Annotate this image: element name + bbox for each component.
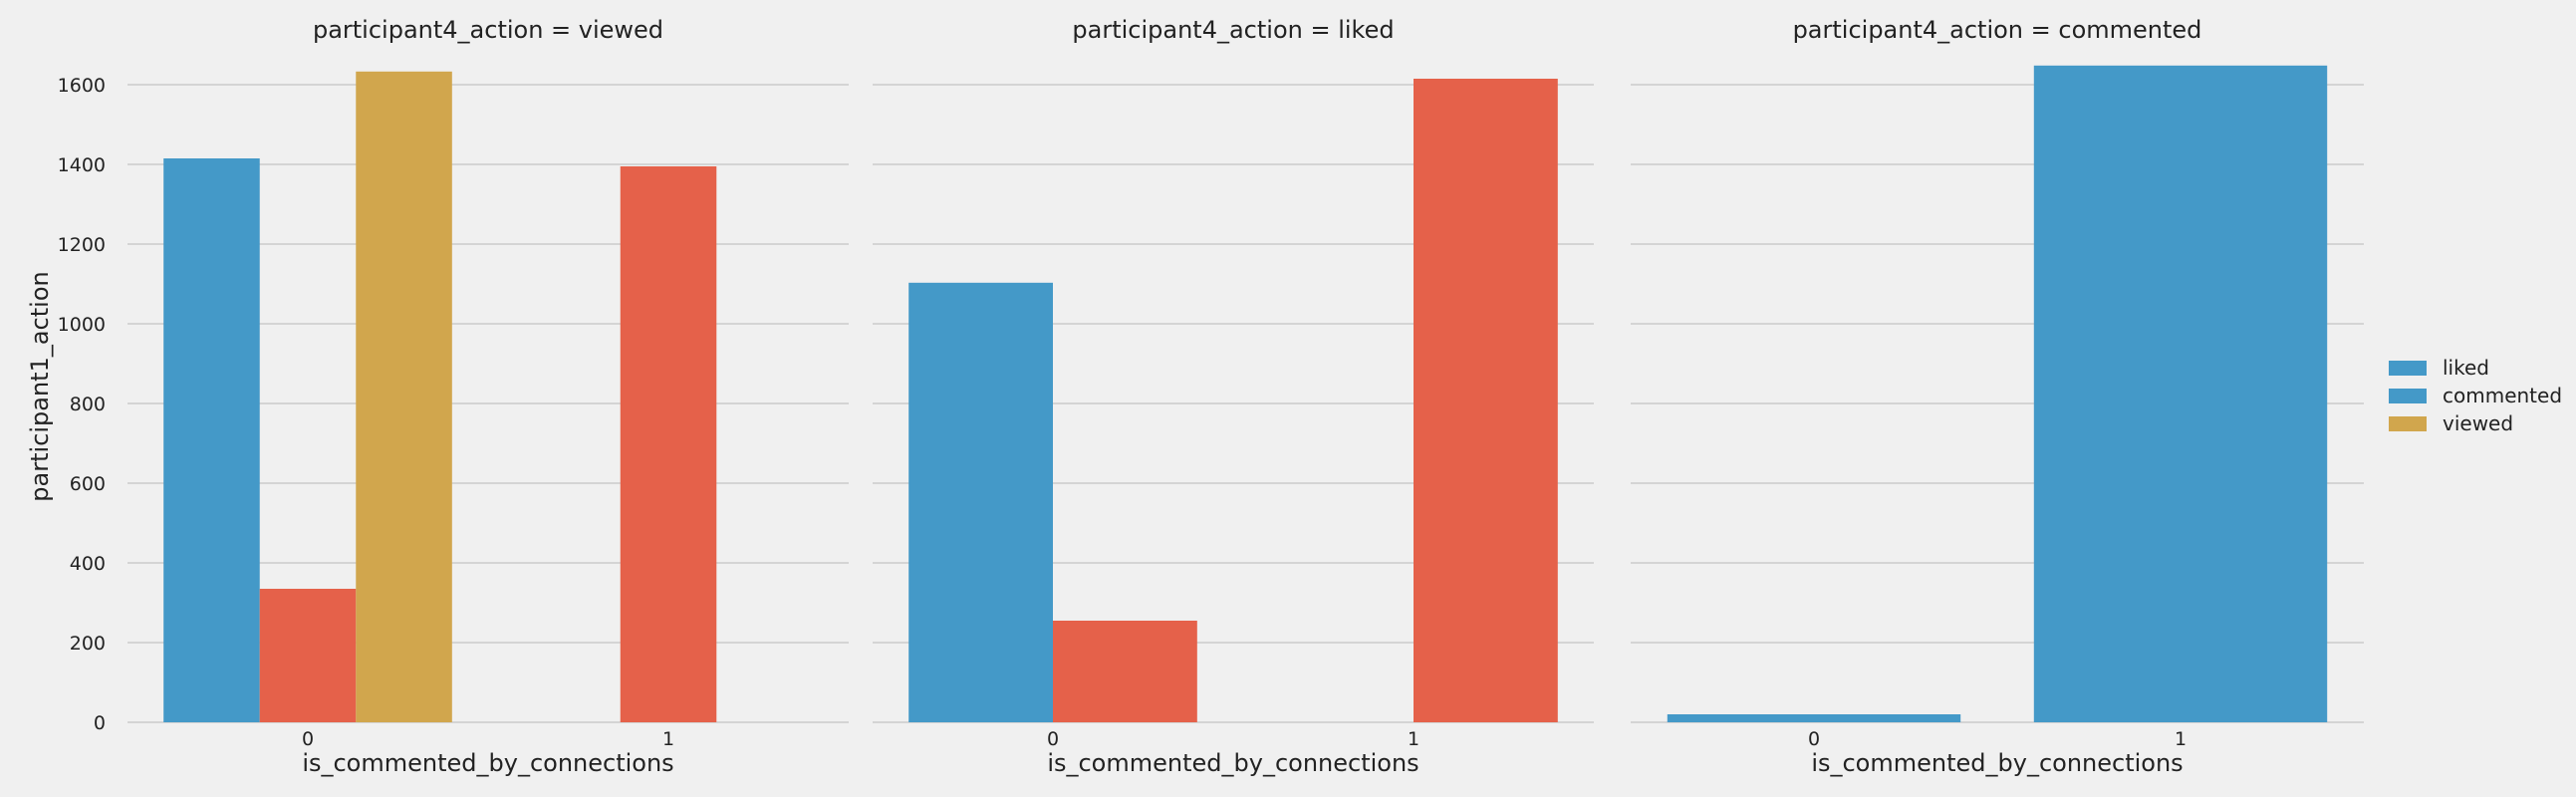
bar bbox=[908, 282, 1053, 722]
x-axis-label: is_commented_by_connections bbox=[1811, 749, 2183, 777]
y-tick-label: 1200 bbox=[58, 234, 106, 256]
y-tick-label: 400 bbox=[70, 553, 106, 575]
bar bbox=[1414, 79, 1558, 722]
legend-entry-label: commented bbox=[2443, 384, 2562, 407]
y-tick-label: 200 bbox=[70, 633, 106, 655]
panel-title: participant4_action = viewed bbox=[313, 16, 663, 44]
bar bbox=[1053, 621, 1197, 722]
panel-2: 0 1 participant4_action = liked is_commente… bbox=[873, 16, 1594, 777]
x-axis-label: is_commented_by_connections bbox=[1047, 749, 1418, 777]
x-axis-label: is_commented_by_connections bbox=[302, 749, 673, 777]
y-tick-label: 800 bbox=[70, 394, 106, 415]
legend: liked commented viewed bbox=[2389, 356, 2562, 435]
x-tick-label: 1 bbox=[662, 728, 674, 750]
y-tick-label: 0 bbox=[94, 712, 106, 734]
y-axis-label: participant1_action bbox=[26, 271, 54, 501]
panel-title: participant4_action = commented bbox=[1793, 16, 2202, 44]
x-tick-label: 0 bbox=[302, 728, 314, 750]
legend-entry-label: liked bbox=[2443, 356, 2489, 380]
bar bbox=[1667, 714, 1961, 722]
bar bbox=[259, 589, 357, 722]
legend-swatch bbox=[2389, 389, 2427, 403]
panel-3: 0 1 participant4_action = commented is_comm… bbox=[1631, 16, 2364, 777]
panel-1: 0 200 400 600 800 1000 1200 1400 1600 0 1 participa… bbox=[58, 16, 849, 777]
legend-swatch bbox=[2389, 361, 2427, 376]
y-tick-label: 1000 bbox=[58, 314, 106, 336]
bar bbox=[620, 166, 717, 722]
panel-title: participant4_action = liked bbox=[1072, 16, 1394, 44]
y-tick-label: 1600 bbox=[58, 75, 106, 97]
x-tick-label: 0 bbox=[1808, 728, 1820, 750]
bar bbox=[163, 158, 260, 722]
x-tick-label: 0 bbox=[1047, 728, 1059, 750]
x-tick-label: 1 bbox=[2175, 728, 2187, 750]
x-tick-label: 1 bbox=[1408, 728, 1419, 750]
legend-entry-label: viewed bbox=[2443, 411, 2513, 435]
chart-panels: 0 200 400 600 800 1000 1200 1400 1600 0 1 participa… bbox=[58, 16, 2364, 777]
y-tick-label: 600 bbox=[70, 473, 106, 495]
bar bbox=[356, 71, 452, 723]
y-tick-label: 1400 bbox=[58, 154, 106, 176]
legend-swatch bbox=[2389, 416, 2427, 431]
bar bbox=[2033, 65, 2328, 723]
